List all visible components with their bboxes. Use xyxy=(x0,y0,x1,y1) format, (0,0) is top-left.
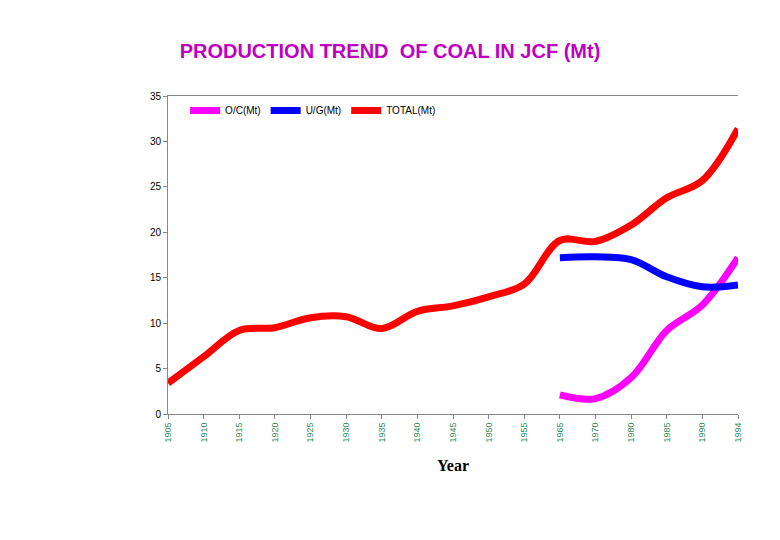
svg-text:1920: 1920 xyxy=(270,423,280,443)
svg-text:U/G(Mt): U/G(Mt) xyxy=(306,105,342,116)
svg-text:Year: Year xyxy=(437,457,469,474)
svg-text:1950: 1950 xyxy=(484,423,494,443)
svg-text:1905: 1905 xyxy=(163,423,173,443)
svg-text:25: 25 xyxy=(150,181,162,192)
svg-text:1910: 1910 xyxy=(199,423,209,443)
svg-text:1970: 1970 xyxy=(590,423,600,443)
svg-text:1985: 1985 xyxy=(662,423,672,443)
svg-text:20: 20 xyxy=(150,227,162,238)
svg-text:1930: 1930 xyxy=(341,423,351,443)
svg-text:0: 0 xyxy=(155,409,161,420)
svg-text:15: 15 xyxy=(150,272,162,283)
svg-text:35: 35 xyxy=(150,91,162,102)
svg-text:1915: 1915 xyxy=(234,423,244,443)
svg-text:10: 10 xyxy=(150,318,162,329)
svg-text:1965: 1965 xyxy=(555,423,565,443)
svg-text:1925: 1925 xyxy=(305,423,315,443)
svg-text:1940: 1940 xyxy=(412,423,422,443)
svg-text:1955: 1955 xyxy=(519,423,529,443)
svg-text:30: 30 xyxy=(150,136,162,147)
svg-text:1935: 1935 xyxy=(377,423,387,443)
svg-text:5: 5 xyxy=(155,363,161,374)
svg-text:TOTAL(Mt): TOTAL(Mt) xyxy=(386,105,435,116)
svg-text:O/C(Mt): O/C(Mt) xyxy=(225,105,261,116)
svg-text:1994: 1994 xyxy=(733,423,743,443)
svg-text:1980: 1980 xyxy=(626,423,636,443)
svg-text:1990: 1990 xyxy=(697,423,707,443)
svg-text:PRODUCTION TREND OF COAL IN J: PRODUCTION TREND OF COAL IN JCF (Mt) xyxy=(180,40,601,62)
svg-text:1945: 1945 xyxy=(448,423,458,443)
